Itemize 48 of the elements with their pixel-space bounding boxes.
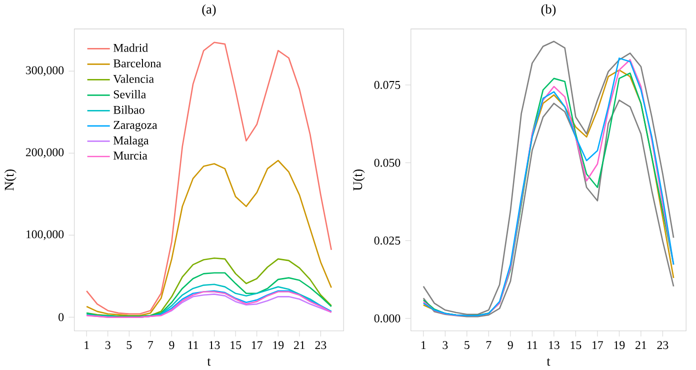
- x-tick-label: 13: [209, 341, 220, 350]
- x-axis-title: t: [207, 358, 211, 366]
- x-tick-label: 17: [252, 341, 262, 349]
- x-tick-label: 7: [486, 341, 492, 349]
- x-tick-label: 15: [570, 341, 582, 350]
- legend-label: Madrid: [113, 43, 148, 52]
- x-tick-label: 15: [230, 341, 242, 350]
- y-tick-label: 0.050: [374, 158, 400, 167]
- x-tick-label: 23: [657, 341, 668, 350]
- x-tick-label: 11: [527, 341, 538, 349]
- legend-label: Zaragoza: [114, 120, 158, 132]
- x-tick-label: 1: [84, 341, 89, 349]
- x-tick-label: 13: [549, 341, 560, 350]
- legend-label: Malaga: [113, 136, 149, 147]
- legend-label: Bilbao: [113, 105, 144, 114]
- legend-label: Sevilla: [114, 90, 146, 98]
- y-axis-title: N(t): [4, 169, 16, 190]
- chart-title: (b): [541, 4, 556, 16]
- y-tick-label: 0.075: [374, 80, 400, 89]
- line-series: [86, 42, 332, 314]
- x-tick-label: 17: [592, 341, 604, 349]
- chart-title: (a): [202, 4, 216, 16]
- x-tick-label: 3: [105, 341, 110, 350]
- x-tick-label: 19: [273, 341, 284, 350]
- x-tick-label: 7: [148, 341, 154, 349]
- x-tick-label: 21: [636, 341, 646, 349]
- line-series: [86, 160, 332, 316]
- y-tick-label: 200,000: [26, 148, 64, 158]
- y-tick-label: 100,000: [26, 230, 64, 240]
- y-tick-label: 0: [58, 313, 64, 322]
- x-tick-label: 3: [442, 341, 448, 350]
- x-tick-label: 1: [421, 341, 426, 349]
- x-tick-label: 11: [188, 341, 198, 349]
- y-tick-label: 300,000: [26, 66, 64, 76]
- y-tick-label: 0.025: [374, 236, 400, 245]
- x-tick-label: 23: [315, 341, 326, 350]
- x-tick-label: 9: [169, 341, 174, 350]
- x-tick-label: 19: [614, 341, 625, 350]
- x-tick-label: 5: [126, 341, 132, 349]
- x-tick-label: 9: [508, 341, 513, 350]
- y-axis-title: U(t): [352, 169, 365, 191]
- legend-label: Barcelona: [113, 58, 162, 68]
- y-tick-label: 0.000: [374, 314, 400, 322]
- x-tick-label: 21: [294, 341, 305, 349]
- x-axis-title: t: [546, 358, 550, 366]
- legend-label: Valencia: [113, 74, 154, 83]
- legend-label: Murcia: [113, 152, 148, 160]
- x-tick-label: 5: [464, 341, 470, 349]
